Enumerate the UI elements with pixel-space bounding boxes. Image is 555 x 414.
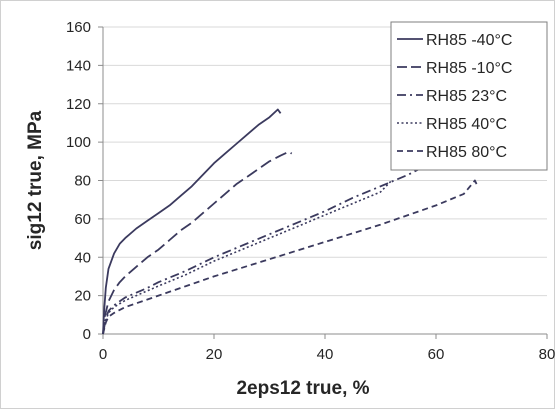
legend-label-minus10: RH85 -10°C xyxy=(426,60,512,77)
legend-label-80: RH85 80°C xyxy=(426,144,507,161)
series-line-0 xyxy=(102,108,282,335)
x-axis-title: 2eps12 true, % xyxy=(236,378,369,399)
y-axis-title: sig12 true, MPa xyxy=(25,110,46,250)
x-tick-label: 80 xyxy=(539,346,555,363)
legend-label-23: RH85 23°C xyxy=(426,88,507,105)
series-line-4 xyxy=(102,179,479,335)
x-tick-label: 60 xyxy=(428,346,445,363)
x-tick-label: 20 xyxy=(206,346,223,363)
y-tick-label: 80 xyxy=(74,173,91,190)
y-tick-label: 120 xyxy=(66,96,91,113)
y-tick-label: 100 xyxy=(66,134,91,151)
x-tick-label: 40 xyxy=(317,346,334,363)
axes xyxy=(98,26,548,339)
legend-label-minus40: RH85 -40°C xyxy=(426,32,512,49)
legend: RH85 -40°C RH85 -10°C RH85 23°C RH85 40°… xyxy=(390,21,548,171)
y-tick-label: 0 xyxy=(83,326,91,343)
y-tick-label: 140 xyxy=(66,57,91,74)
legend-box xyxy=(390,21,548,171)
y-tick-label: 20 xyxy=(74,288,91,305)
y-tick-label: 160 xyxy=(66,19,91,36)
series-layer xyxy=(102,108,479,335)
series-line-1 xyxy=(102,150,293,335)
series-line-3 xyxy=(102,179,393,335)
x-tick-label: 0 xyxy=(99,346,107,363)
y-tick-label: 40 xyxy=(74,249,91,266)
tick-labels: 0 20 40 60 80 100 120 140 160 0 20 40 60 80 xyxy=(66,19,555,363)
series-line-2 xyxy=(102,162,431,335)
y-tick-label: 60 xyxy=(74,211,91,228)
legend-label-40: RH85 40°C xyxy=(426,116,507,133)
